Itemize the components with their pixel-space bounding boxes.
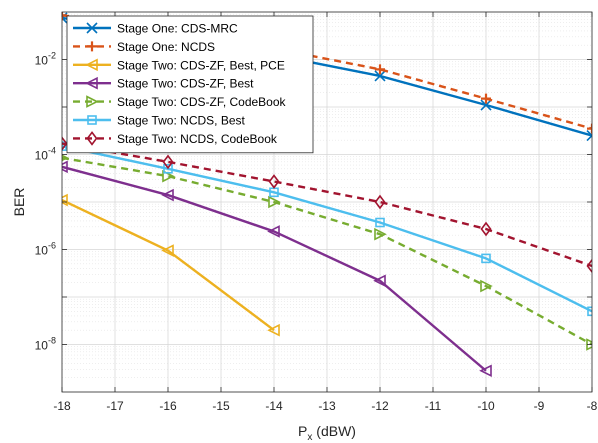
legend-entry-4: Stage Two: CDS-ZF, Best <box>73 77 254 91</box>
legend-entry-7: Stage Two: NCDS, CodeBook <box>73 131 278 146</box>
data-point-square-marker <box>481 253 491 264</box>
legend-entry-5: Stage Two: CDS-ZF, CodeBook <box>73 95 287 109</box>
data-point-diamond-marker <box>268 174 280 189</box>
y-tick-label-exponent: -2 <box>48 51 56 61</box>
data-point-square-marker <box>375 217 385 228</box>
data-point-diamond-marker <box>586 258 592 274</box>
data-point-diamond-marker <box>86 131 98 146</box>
series-3 <box>62 193 280 337</box>
y-tick-label: 10-6 <box>35 241 56 258</box>
series-6 <box>62 141 592 317</box>
legend-box <box>66 15 314 154</box>
data-point-triangle-right-marker <box>268 195 281 209</box>
data-point-x-marker <box>586 130 592 142</box>
y-tick-label-exponent: -8 <box>48 336 56 346</box>
x-tick-label: -18 <box>53 399 71 413</box>
x-axis-label-main: P <box>298 423 307 439</box>
y-tick-label: 10-2 <box>35 51 56 68</box>
legend-label: Stage Two: CDS-ZF, CodeBook <box>117 95 287 109</box>
x-tick-label: -10 <box>477 399 495 413</box>
data-point-triangle-left-marker <box>479 364 492 378</box>
x-tick-label: -14 <box>265 399 283 413</box>
legend-label: Stage Two: CDS-ZF, Best, PCE <box>117 58 285 72</box>
data-point-square-marker <box>587 306 592 317</box>
data-point-triangle-right-marker <box>374 227 387 241</box>
data-point-diamond-marker <box>162 154 174 170</box>
data-point-triangle-right-marker <box>162 169 175 183</box>
data-point-triangle-left-marker <box>267 225 280 238</box>
legend-entry-1: Stage One: CDS-MRC <box>73 22 238 36</box>
data-point-triangle-left-marker <box>85 76 98 90</box>
x-axis-label-subscript: x <box>307 432 312 443</box>
x-tick-label: -8 <box>587 399 598 413</box>
series-7 <box>62 136 592 274</box>
data-point-plus-marker <box>481 93 491 104</box>
x-tick-label: -11 <box>425 399 442 413</box>
y-tick-label: 10-8 <box>35 336 56 353</box>
data-point-triangle-left-marker <box>373 274 386 288</box>
axis-ticks: -18 -17 -16 -15 -14 -13 -12 -11 -10 -9 -810-810-61… <box>35 12 598 413</box>
x-axis-label: Px (dBW) <box>298 423 356 443</box>
data-point-square-marker <box>163 163 173 174</box>
data-point-diamond-marker <box>480 221 492 237</box>
y-tick-label-base: 10 <box>35 339 49 353</box>
data-point-triangle-right-marker <box>86 95 99 108</box>
x-tick-label: -9 <box>534 399 545 413</box>
data-point-triangle-left-marker <box>267 323 280 337</box>
y-tick-label-base: 10 <box>35 244 49 258</box>
data-point-square-marker <box>62 141 67 151</box>
y-tick-label: 10-4 <box>35 146 56 163</box>
x-tick-label: -15 <box>212 399 230 413</box>
data-point-triangle-left-marker <box>62 160 68 174</box>
legend-label: Stage One: NCDS <box>117 40 215 54</box>
data-point-plus-marker <box>87 41 97 52</box>
x-tick-label: -12 <box>371 399 389 413</box>
series-3-line <box>62 198 275 332</box>
legend-entry-2: Stage One: NCDS <box>73 40 215 54</box>
data-point-square-marker <box>87 115 97 125</box>
data-point-x-marker <box>480 99 492 111</box>
data-point-triangle-left-marker <box>85 58 98 72</box>
data-point-x-marker <box>374 70 386 82</box>
data-point-triangle-left-marker <box>161 188 174 202</box>
y-tick-label-base: 10 <box>35 149 49 163</box>
data-point-triangle-right-marker <box>480 279 493 293</box>
y-axis-label: BER <box>11 188 27 217</box>
legend-entry-3: Stage Two: CDS-ZF, Best, PCE <box>73 58 285 72</box>
y-tick-label-exponent: -4 <box>48 146 56 156</box>
data-point-plus-marker <box>375 64 385 75</box>
x-axis-label-unit: (dBW) <box>312 423 356 439</box>
legend-label: Stage Two: NCDS, CodeBook <box>117 132 278 146</box>
series-5-line <box>62 156 592 346</box>
data-point-plus-marker <box>62 12 67 21</box>
data-point-plus-marker <box>587 123 592 134</box>
legend: Stage One: CDS-MRC Stage One: NCDS Stage T… <box>66 15 314 154</box>
data-point-diamond-marker <box>374 194 386 210</box>
legend-entry-6: Stage Two: NCDS, Best <box>73 114 246 128</box>
y-tick-label-base: 10 <box>35 54 49 68</box>
series-4-line <box>62 165 487 372</box>
x-tick-label: -13 <box>318 399 336 413</box>
data-point-diamond-marker <box>62 136 68 151</box>
legend-label: Stage Two: CDS-ZF, Best <box>117 77 254 91</box>
x-tick-label: -17 <box>106 399 124 413</box>
data-point-triangle-left-marker <box>62 193 68 207</box>
data-point-triangle-left-marker <box>161 244 174 257</box>
series-6-line <box>62 144 592 313</box>
series-7-line <box>62 142 592 268</box>
legend-label: Stage One: CDS-MRC <box>117 22 238 36</box>
x-tick-label: -16 <box>159 399 177 413</box>
data-point-x-marker <box>86 22 98 34</box>
y-tick-label-exponent: -6 <box>48 241 56 251</box>
legend-label: Stage Two: NCDS, Best <box>117 114 246 128</box>
series-4 <box>62 160 492 378</box>
